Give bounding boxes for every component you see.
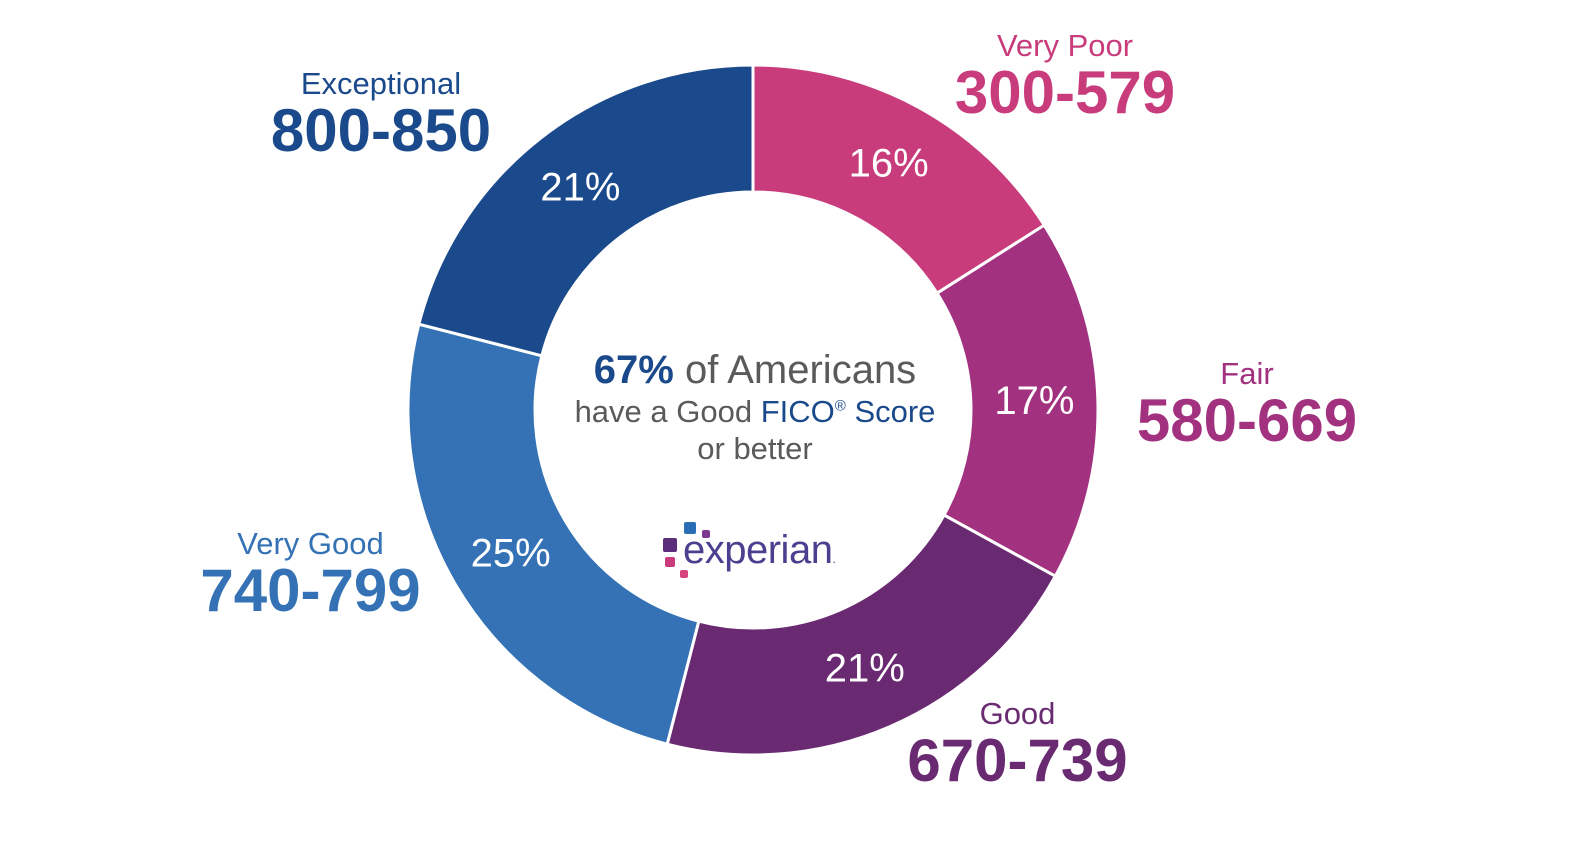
percent-label-fair: 17%	[994, 379, 1074, 423]
percent-label-exceptional: 21%	[540, 166, 620, 210]
category-label-exceptional: Exceptional 800-850	[252, 68, 510, 161]
category-range: 740-799	[200, 557, 421, 624]
center-line-1-rest: of Americans	[673, 348, 917, 392]
category-label-very-good: Very Good 740-799	[188, 528, 433, 621]
category-range: 580-669	[1136, 387, 1358, 454]
center-line-3: or better	[697, 431, 813, 467]
category-label-fair: Fair 580-669	[1118, 358, 1376, 451]
category-name: Very Good	[237, 526, 384, 561]
slice-very-poor	[751, 63, 1047, 296]
category-label-very-poor: Very Poor 300-579	[940, 30, 1190, 123]
logo-square-pink	[680, 570, 688, 578]
percent-label-good: 21%	[825, 646, 905, 690]
logo-square-blue	[684, 522, 696, 534]
center-line-1: 67% of Americans	[555, 348, 955, 392]
category-range: 670-739	[907, 727, 1128, 794]
center-line-2-suffix: Score	[845, 394, 936, 429]
logo-wordmark: experian.	[683, 528, 836, 573]
center-summary: 67% of Americans have a Good FICO® Score…	[555, 348, 955, 466]
percent-label-very-good: 25%	[471, 531, 551, 575]
category-label-good: Good 670-739	[895, 698, 1140, 791]
fico-text: FICO	[760, 394, 835, 429]
slice-good	[665, 512, 1058, 757]
experian-logo: experian.	[660, 520, 860, 584]
logo-dot: .	[832, 552, 836, 566]
center-line-2-prefix: have a Good	[574, 394, 761, 429]
registered-mark: ®	[834, 397, 846, 415]
category-range: 300-579	[954, 59, 1176, 126]
logo-square-purple-small	[702, 530, 710, 538]
logo-word-text: experian	[683, 528, 833, 572]
category-name: Fair	[1220, 356, 1274, 391]
slice-exceptional	[417, 63, 755, 358]
slice-very-good	[406, 322, 701, 746]
donut-slices	[406, 63, 1100, 757]
logo-square-purple	[663, 538, 677, 552]
category-name: Very Poor	[996, 28, 1134, 63]
logo-square-magenta	[665, 557, 675, 567]
category-name: Good	[979, 696, 1056, 731]
category-range: 800-850	[270, 97, 492, 164]
fico-brand: FICO® Score	[761, 394, 936, 429]
center-line-2: have a Good FICO® Score	[555, 394, 955, 429]
percent-label-very-poor: 16%	[849, 141, 929, 185]
center-highlight-percent: 67%	[593, 348, 674, 392]
slice-fair	[934, 223, 1100, 579]
category-name: Exceptional	[300, 66, 462, 101]
slice-percent-labels: 16% 17% 21% 25% 21%	[471, 141, 1075, 690]
